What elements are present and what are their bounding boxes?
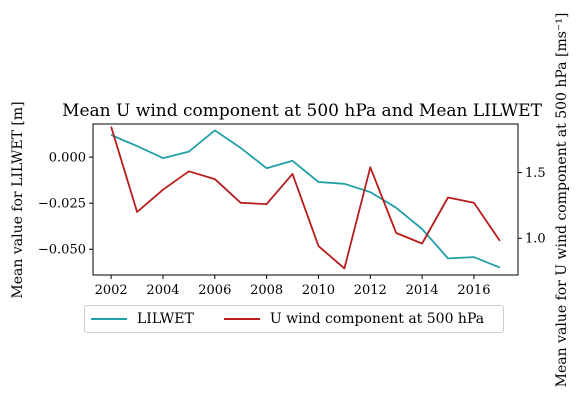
left-tick-label-2: −0.050 bbox=[38, 243, 86, 258]
left-tick-label-1: −0.025 bbox=[38, 197, 86, 212]
legend-label-u-wind: U wind component at 500 hPa bbox=[269, 311, 485, 327]
legend-entry-u-wind: U wind component at 500 hPa bbox=[222, 311, 484, 327]
legend-swatch-lilwet bbox=[91, 318, 127, 320]
left-axis-label: Mean value for LILWET [m] bbox=[10, 101, 26, 298]
plot-frame bbox=[92, 123, 519, 276]
chart-title: Mean U wind component at 500 hPa and Mea… bbox=[62, 101, 543, 121]
x-tick-label-2012: 2012 bbox=[354, 283, 387, 298]
x-tick-label-2004: 2004 bbox=[146, 283, 179, 298]
legend: LILWET U wind component at 500 hPa bbox=[84, 305, 504, 333]
legend-label-lilwet: LILWET bbox=[137, 311, 194, 327]
legend-swatch-u-wind bbox=[223, 318, 260, 320]
plot-area: 2002 2004 2006 2008 2010 2012 2014 2016 0.000 −0.… bbox=[38, 123, 546, 298]
x-tick-label-2008: 2008 bbox=[250, 283, 283, 298]
legend-entry-lilwet: LILWET bbox=[89, 311, 194, 327]
x-tick-label-2006: 2006 bbox=[198, 283, 231, 298]
series-line-u-wind bbox=[110, 126, 501, 270]
right-tick-label-0: 1.0 bbox=[525, 232, 546, 247]
right-axis-label: Mean value for U wind component at 500 h… bbox=[554, 13, 570, 388]
right-tick-label-1: 1.5 bbox=[525, 166, 546, 181]
series-line-lilwet bbox=[110, 129, 501, 269]
x-tick-label-2010: 2010 bbox=[302, 283, 335, 298]
left-tick-label-0: 0.000 bbox=[49, 151, 86, 166]
x-tick-label-2014: 2014 bbox=[406, 283, 439, 298]
x-tick-label-2016: 2016 bbox=[457, 283, 490, 298]
x-tick-label-2002: 2002 bbox=[95, 283, 128, 298]
